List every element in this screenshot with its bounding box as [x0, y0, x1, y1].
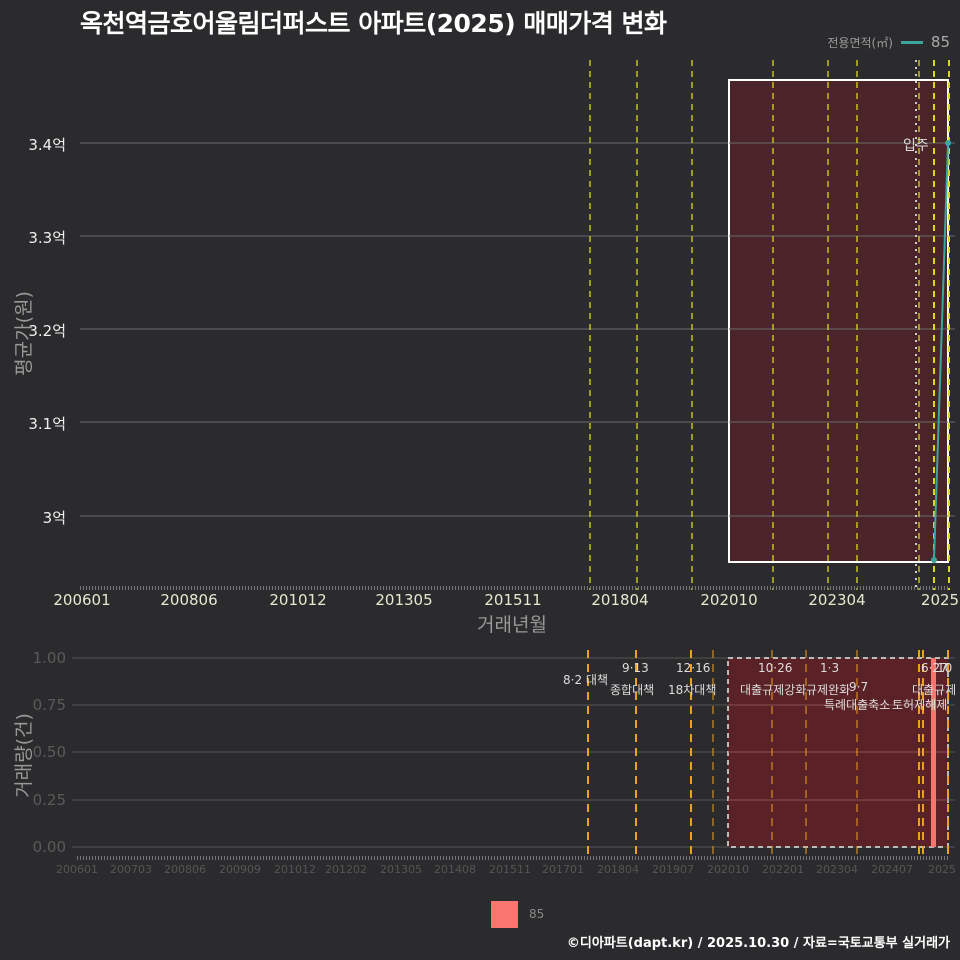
- policy-date: 10: [937, 661, 953, 675]
- policy-label: 대출규제: [912, 683, 957, 697]
- xtick: 202304: [808, 591, 866, 609]
- chart-title: 옥천역금호어울림더퍼스트 아파트(2025) 매매가격 변화: [80, 9, 667, 38]
- legend-label: 전용면적(㎡): [827, 35, 893, 50]
- x-axis-title: 거래년월: [477, 614, 547, 636]
- policy-label: 규제완화: [806, 683, 851, 697]
- y-axis-title-volume: 거래량(건): [12, 713, 35, 798]
- xtick: 201012: [269, 591, 327, 609]
- ytick: 3.4억: [28, 136, 66, 154]
- ytick: 3억: [42, 509, 66, 527]
- policy-label: 대출규제강화: [740, 683, 807, 697]
- ytick: 0.50: [32, 743, 66, 761]
- ytick: 3.2억: [28, 322, 66, 340]
- xtick: 201804: [597, 863, 639, 876]
- ytick: 3.3억: [28, 229, 66, 247]
- policy-date: 9·13: [622, 661, 649, 675]
- move-in-annotation: 입주: [903, 138, 929, 154]
- xtick: 201305: [380, 863, 422, 876]
- xtick: 200601: [53, 591, 111, 609]
- ytick: 0.00: [32, 838, 66, 856]
- xtick: 200806: [160, 591, 218, 609]
- xtick: 201305: [375, 591, 433, 609]
- xtick: 202201: [762, 863, 804, 876]
- policy-date: 9·7: [849, 680, 869, 694]
- policy-date: 6·27: [921, 661, 948, 675]
- policy-label: 18차대책: [668, 683, 717, 697]
- policy-date: 12·16: [676, 661, 711, 675]
- legend-value: 85: [930, 33, 950, 51]
- policy-date: 1·3: [820, 661, 840, 675]
- xtick: 200601: [56, 863, 98, 876]
- xtick: 201511: [484, 591, 542, 609]
- xtick: 202407: [871, 863, 913, 876]
- policy-label: 종합대책: [610, 683, 655, 697]
- bar-legend-swatch: [491, 901, 518, 928]
- xtick: 2025: [920, 591, 960, 609]
- policy-label: 8·2 대책: [563, 673, 608, 687]
- y-axis-title: 평균가(원): [12, 291, 35, 376]
- footer-credit: ©디아파트(dapt.kr) / 2025.10.30 / 자료=국토교통부 실…: [566, 936, 950, 951]
- xtick: 200806: [164, 863, 206, 876]
- xtick: 201408: [434, 863, 476, 876]
- policy-label: 특례대출축소: [824, 698, 891, 712]
- xtick: 200909: [219, 863, 261, 876]
- policy-date: 10·26: [758, 661, 793, 675]
- legend-line-icon: [900, 40, 923, 44]
- ytick: 0.75: [32, 696, 66, 714]
- top-legend: 전용면적(㎡) 85: [827, 33, 950, 51]
- xtick: 201511: [489, 863, 531, 876]
- policy-label: 토허제해제: [892, 698, 948, 712]
- bar-legend-value: 85: [529, 907, 545, 921]
- xtick: 201701: [542, 863, 584, 876]
- xtick: 201012: [274, 863, 316, 876]
- xtick: 202010: [707, 863, 749, 876]
- xtick: 202304: [816, 863, 858, 876]
- xtick: 2025: [928, 863, 956, 876]
- xtick: 201907: [652, 863, 694, 876]
- ytick: 1.00: [32, 649, 66, 667]
- xtick: 200703: [110, 863, 152, 876]
- ytick: 3.1억: [28, 415, 66, 433]
- xtick: 201804: [591, 591, 649, 609]
- ytick: 0.25: [32, 791, 66, 809]
- xtick: 201202: [325, 863, 367, 876]
- xtick: 202010: [700, 591, 758, 609]
